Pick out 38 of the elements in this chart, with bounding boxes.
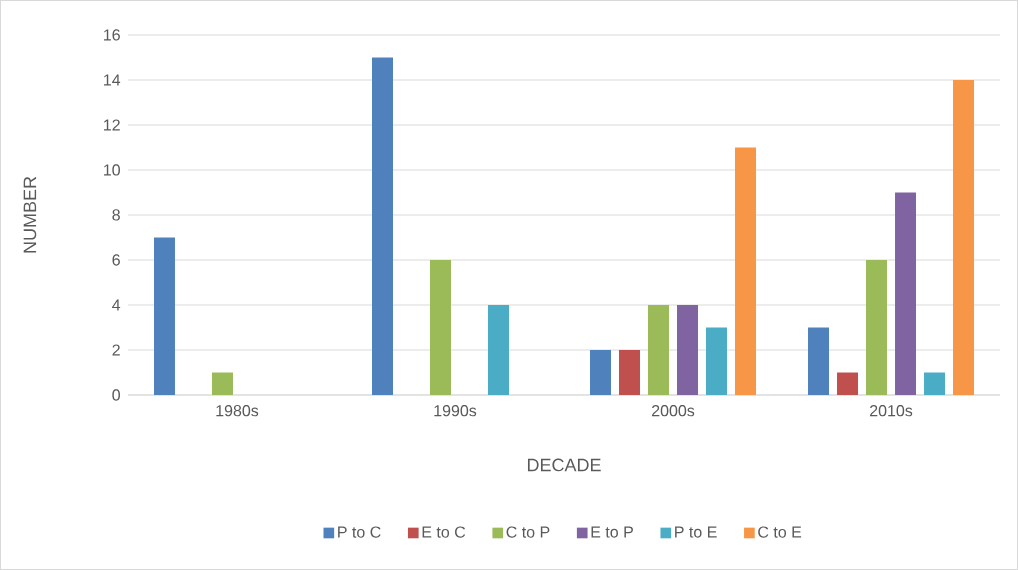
legend-label: C to P xyxy=(506,526,550,538)
y-tick-label: 14 xyxy=(104,74,121,86)
y-tick-label: 0 xyxy=(112,389,120,401)
y-tick-label: 12 xyxy=(104,119,120,131)
bar xyxy=(153,237,175,395)
bar xyxy=(677,304,699,395)
y-tick-label: 8 xyxy=(112,209,120,221)
bar xyxy=(808,327,830,395)
bar xyxy=(735,147,757,395)
bar xyxy=(430,259,451,395)
legend-label: P to C xyxy=(338,526,381,538)
y-tick-label: 4 xyxy=(112,299,121,311)
x-tick-label: 2010s xyxy=(870,405,913,417)
bar xyxy=(590,349,612,395)
legend-label: P to E xyxy=(675,526,717,538)
y-tick-label: 6 xyxy=(112,254,120,266)
legend-label: C to E xyxy=(758,526,802,538)
bar xyxy=(924,372,946,395)
bar xyxy=(371,57,393,395)
bar xyxy=(706,327,728,395)
bar xyxy=(953,79,975,395)
bar xyxy=(866,259,888,395)
bar xyxy=(837,372,859,395)
bar xyxy=(488,304,509,395)
legend-label: E to C xyxy=(422,526,466,538)
y-tick-label: 10 xyxy=(104,164,120,176)
bar xyxy=(648,304,670,395)
bar xyxy=(895,192,917,395)
bar xyxy=(619,349,641,395)
y-tick-label: 16 xyxy=(104,29,120,41)
x-tick-label: 1990s xyxy=(434,405,477,417)
y-axis-title: NUMBER xyxy=(23,176,37,253)
bar xyxy=(211,372,233,395)
x-axis-title: DECADE xyxy=(527,458,601,472)
x-tick-label: 1980s xyxy=(216,405,259,417)
legend-label: E to P xyxy=(591,526,633,538)
x-tick-label: 2000s xyxy=(652,405,695,417)
y-tick-label: 2 xyxy=(112,344,120,356)
